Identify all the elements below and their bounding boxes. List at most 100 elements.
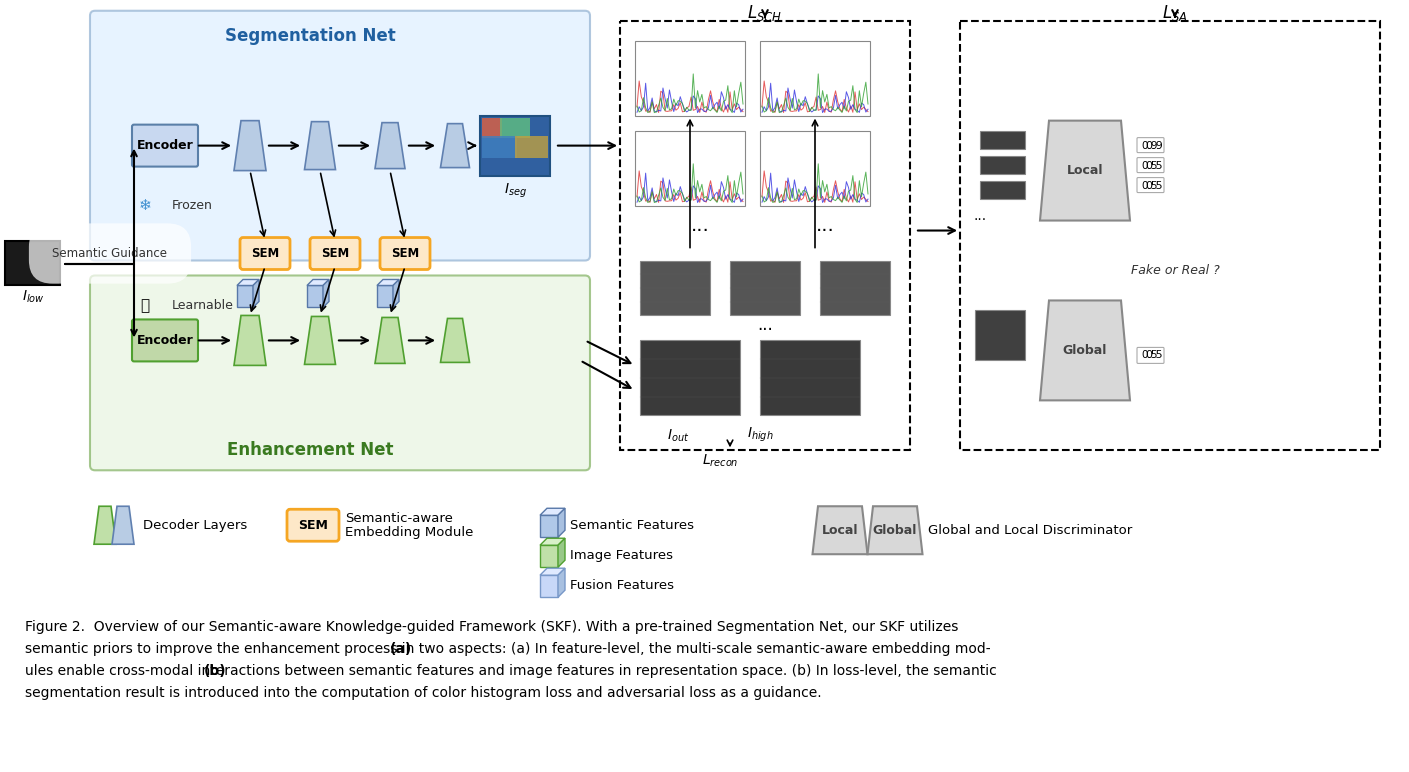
Polygon shape bbox=[975, 310, 1024, 361]
FancyBboxPatch shape bbox=[90, 11, 590, 260]
Text: Semantic Features: Semantic Features bbox=[571, 519, 695, 532]
Polygon shape bbox=[304, 317, 335, 364]
Text: Figure 2.  Overview of our Semantic-aware Knowledge-guided Framework (SKF). With: Figure 2. Overview of our Semantic-aware… bbox=[25, 620, 958, 634]
Text: SEM: SEM bbox=[251, 247, 279, 260]
FancyBboxPatch shape bbox=[1137, 157, 1164, 173]
Polygon shape bbox=[393, 279, 399, 307]
FancyBboxPatch shape bbox=[240, 238, 290, 269]
Text: 0.5: 0.5 bbox=[1141, 181, 1158, 191]
Text: ...: ... bbox=[816, 216, 834, 235]
Polygon shape bbox=[307, 279, 328, 286]
Text: 0.9: 0.9 bbox=[1141, 141, 1158, 151]
Polygon shape bbox=[981, 181, 1024, 198]
Text: semantic priors to improve the enhancement process in two aspects: (a) In featur: semantic priors to improve the enhanceme… bbox=[25, 642, 991, 656]
Text: $L_{recon}$: $L_{recon}$ bbox=[702, 452, 738, 469]
Text: $I_{out}$: $I_{out}$ bbox=[666, 427, 689, 444]
Text: segmentation result is introduced into the computation of color histogram loss a: segmentation result is introduced into t… bbox=[25, 686, 821, 700]
Polygon shape bbox=[759, 340, 859, 415]
Polygon shape bbox=[111, 506, 134, 544]
Polygon shape bbox=[730, 260, 800, 316]
Text: Global and Local Discriminator: Global and Local Discriminator bbox=[929, 523, 1133, 537]
Text: Encoder: Encoder bbox=[137, 334, 193, 347]
Text: ules enable cross-modal interactions between semantic features and image feature: ules enable cross-modal interactions bet… bbox=[25, 664, 996, 678]
Polygon shape bbox=[1040, 120, 1130, 221]
FancyBboxPatch shape bbox=[6, 241, 61, 286]
Polygon shape bbox=[375, 123, 404, 168]
Polygon shape bbox=[1040, 300, 1130, 401]
Text: ...: ... bbox=[974, 208, 986, 222]
Polygon shape bbox=[981, 130, 1024, 149]
Polygon shape bbox=[307, 286, 323, 307]
Text: $I_{seg}$: $I_{seg}$ bbox=[503, 181, 527, 200]
FancyBboxPatch shape bbox=[132, 124, 199, 167]
Polygon shape bbox=[482, 117, 502, 137]
Text: 0.5: 0.5 bbox=[1141, 161, 1158, 171]
FancyBboxPatch shape bbox=[1137, 137, 1164, 153]
Polygon shape bbox=[820, 260, 890, 316]
Polygon shape bbox=[540, 508, 565, 515]
Polygon shape bbox=[500, 117, 530, 137]
Text: $L_{SA}$: $L_{SA}$ bbox=[1162, 3, 1188, 22]
FancyBboxPatch shape bbox=[1137, 178, 1164, 192]
Text: Image Features: Image Features bbox=[571, 549, 674, 562]
FancyBboxPatch shape bbox=[287, 510, 340, 541]
Text: Decoder Layers: Decoder Layers bbox=[142, 519, 247, 532]
Polygon shape bbox=[558, 538, 565, 567]
Text: Frozen: Frozen bbox=[172, 199, 213, 212]
Text: $L_{SCH}$: $L_{SCH}$ bbox=[747, 3, 782, 22]
Polygon shape bbox=[375, 317, 404, 364]
Text: (a): (a) bbox=[390, 642, 413, 656]
Text: 🔥: 🔥 bbox=[141, 298, 149, 313]
FancyBboxPatch shape bbox=[132, 320, 199, 361]
Text: Fake or Real ?: Fake or Real ? bbox=[1130, 264, 1219, 277]
Polygon shape bbox=[441, 318, 469, 362]
Polygon shape bbox=[640, 340, 740, 415]
Text: Global: Global bbox=[872, 523, 917, 537]
Polygon shape bbox=[635, 41, 745, 116]
Text: 0.5: 0.5 bbox=[1146, 181, 1162, 191]
Polygon shape bbox=[234, 316, 266, 365]
FancyBboxPatch shape bbox=[90, 276, 590, 470]
Text: Learnable: Learnable bbox=[172, 299, 234, 312]
Text: ...: ... bbox=[757, 317, 774, 334]
Text: 0.5: 0.5 bbox=[1141, 350, 1158, 361]
Polygon shape bbox=[558, 508, 565, 537]
Text: $I_{high}$: $I_{high}$ bbox=[747, 426, 774, 445]
Polygon shape bbox=[94, 506, 116, 544]
Polygon shape bbox=[378, 286, 393, 307]
Text: SEM: SEM bbox=[321, 247, 349, 260]
Text: SEM: SEM bbox=[299, 519, 328, 532]
Polygon shape bbox=[516, 136, 548, 157]
Text: Segmentation Net: Segmentation Net bbox=[224, 27, 396, 45]
Polygon shape bbox=[441, 124, 469, 168]
Text: Embedding Module: Embedding Module bbox=[345, 526, 473, 539]
Text: 0.5: 0.5 bbox=[1146, 350, 1162, 361]
Text: Local: Local bbox=[821, 523, 858, 537]
Text: 0.9: 0.9 bbox=[1146, 141, 1162, 151]
Polygon shape bbox=[304, 122, 335, 170]
Polygon shape bbox=[540, 568, 565, 575]
Polygon shape bbox=[323, 279, 328, 307]
Polygon shape bbox=[237, 286, 254, 307]
Polygon shape bbox=[378, 279, 399, 286]
Polygon shape bbox=[558, 568, 565, 598]
Polygon shape bbox=[759, 41, 869, 116]
Polygon shape bbox=[237, 279, 259, 286]
Polygon shape bbox=[868, 506, 923, 554]
FancyBboxPatch shape bbox=[310, 238, 361, 269]
FancyBboxPatch shape bbox=[480, 116, 550, 175]
Polygon shape bbox=[234, 120, 266, 171]
Polygon shape bbox=[813, 506, 868, 554]
Polygon shape bbox=[759, 130, 869, 205]
Text: ❄: ❄ bbox=[138, 198, 151, 213]
Text: Semantic Guidance: Semantic Guidance bbox=[52, 247, 168, 260]
Text: Local: Local bbox=[1067, 164, 1103, 177]
Text: Enhancement Net: Enhancement Net bbox=[227, 442, 393, 459]
Polygon shape bbox=[981, 156, 1024, 174]
FancyBboxPatch shape bbox=[380, 238, 430, 269]
Text: Global: Global bbox=[1062, 344, 1107, 357]
Text: (b): (b) bbox=[204, 664, 227, 678]
Text: ...: ... bbox=[690, 216, 709, 235]
Polygon shape bbox=[540, 575, 558, 598]
Text: Encoder: Encoder bbox=[137, 139, 193, 152]
